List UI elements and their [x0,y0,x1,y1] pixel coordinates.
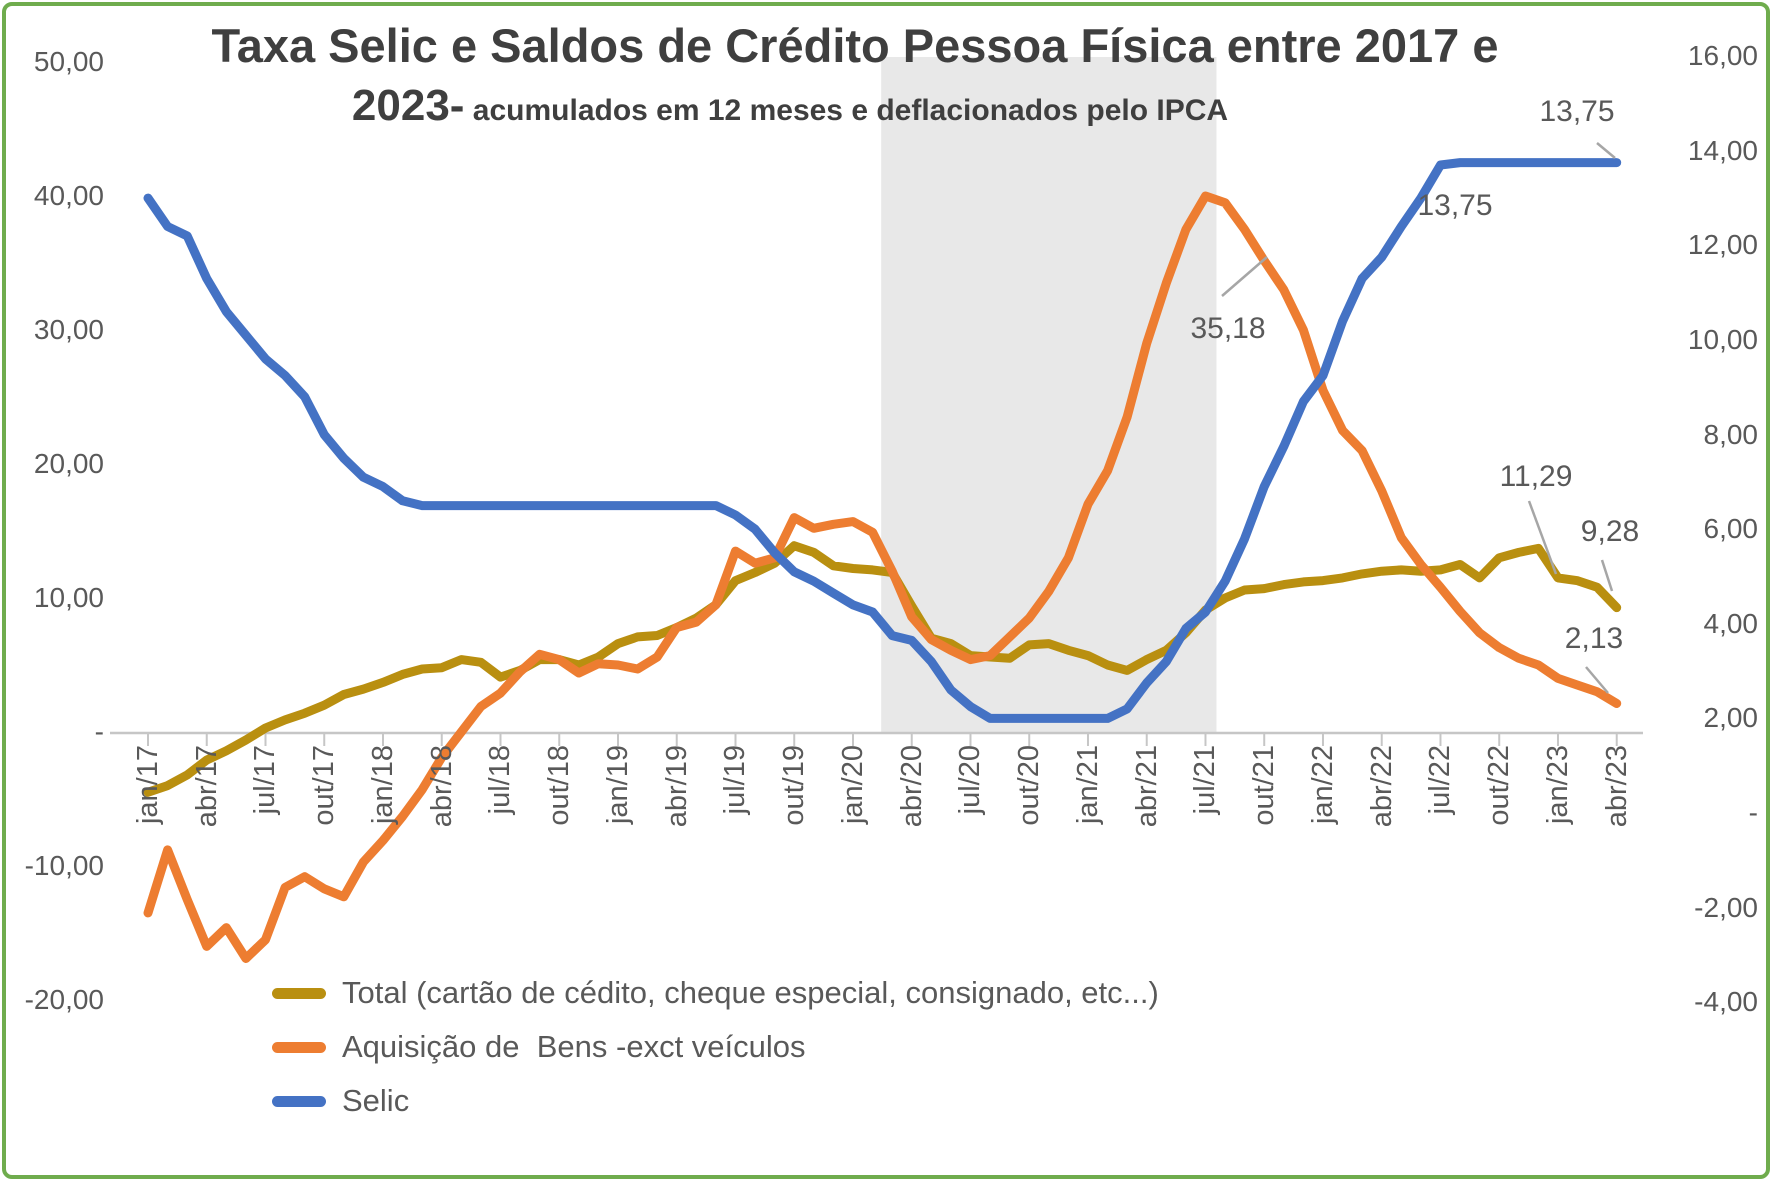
x-axis-label: jan/22 [1306,745,1339,825]
x-axis-label: abr/23 [1600,745,1633,828]
left-axis-label: 30,00 [33,314,104,345]
right-axis-label: 16,00 [1687,40,1758,72]
x-axis-label: out/19 [778,745,811,826]
left-axis-label: -20,00 [24,984,104,1015]
legend-item-aquisicao: Aquisição de Bens -exct veículos [272,1020,1159,1074]
shaded-band [881,57,1217,733]
right-axis-label: 2,00 [1703,702,1759,734]
right-axis-label: 4,00 [1703,607,1759,639]
data-label: 13,75 [1539,95,1615,128]
data-label-leader [1527,500,1558,575]
legend-label-aquisicao: Aquisição de Bens -exct veículos [342,1029,806,1064]
chart-subtitle-year: 2023- [351,81,465,130]
x-axis-label: jan/20 [836,745,869,825]
x-axis-label: out/21 [1248,745,1281,826]
x-axis-label: abr/17 [190,745,223,828]
series-line-total [143,541,1622,797]
series-line-aquisicao [143,191,1622,963]
x-axis-label: abr/19 [660,745,693,828]
left-axis-label: 50,00 [33,46,104,77]
chart-title: Taxa Selic e Saldos de Crédito Pessoa Fí… [211,19,1499,72]
aquisicao-line-swatch [272,1041,326,1053]
left-axis-label: 10,00 [33,582,104,613]
x-axis-label: abr/18 [425,745,458,828]
x-axis-label: jul/17 [249,745,282,815]
x-axis-label: out/18 [543,745,576,826]
x-axis-label: abr/21 [1130,745,1163,828]
legend: Total (cartão de cédito, cheque especial… [272,966,1159,1128]
x-axis-label: out/20 [1013,745,1046,826]
data-label: 2,13 [1564,622,1624,655]
selic-line-swatch [272,1095,326,1107]
data-label: 11,29 [1499,460,1573,493]
x-axis-label: jul/22 [1424,745,1457,815]
x-axis-label: jan/21 [1071,745,1104,825]
data-label-leader [1596,142,1616,159]
chart-subtitle: 2023- acumulados em 12 meses e deflacion… [90,81,1620,131]
x-axis-label: jul/18 [484,745,517,815]
legend-label-selic: Selic [342,1083,410,1118]
chart-title-block: Taxa Selic e Saldos de Crédito Pessoa Fí… [90,18,1620,131]
right-axis-label: -4,00 [1694,986,1758,1018]
left-axis-label: -10,00 [24,850,104,881]
chart-subtitle-text: acumulados em 12 meses e deflacionados p… [472,94,1229,127]
data-label-leader [1585,666,1609,694]
legend-label-total: Total (cartão de cédito, cheque especial… [342,975,1159,1010]
data-label: 9,28 [1580,515,1640,548]
x-axis-label: jan/19 [601,745,634,825]
x-axis-label: abr/20 [895,745,928,828]
right-axis-label: -2,00 [1694,891,1758,923]
x-axis-label: jan/18 [366,745,399,825]
x-axis-label: jul/19 [719,745,752,815]
data-label-leader [1600,559,1614,592]
right-axis-label: 6,00 [1703,513,1759,545]
legend-item-total: Total (cartão de cédito, cheque especial… [272,966,1159,1020]
series-line-selic [143,158,1622,723]
x-axis-label: jul/20 [954,745,987,815]
right-axis-label: 8,00 [1703,418,1759,450]
data-label-leader [1221,256,1268,297]
left-axis-label: 20,00 [33,448,104,479]
right-axis-label: 10,00 [1687,324,1758,355]
x-axis-label: abr/22 [1365,745,1398,828]
total-line-swatch [272,987,326,999]
x-axis-label: jan/17 [132,745,164,825]
x-axis-label: out/22 [1483,745,1516,826]
left-axis-label: - [94,716,104,747]
data-label: 35,18 [1190,312,1266,345]
left-axis-label: 40,00 [33,180,104,211]
x-axis-label: jan/23 [1541,745,1574,825]
legend-item-selic: Selic [272,1074,1159,1128]
data-label: 13,75 [1417,189,1493,222]
right-axis-label: 14,00 [1687,134,1758,166]
x-axis-label: jul/21 [1189,745,1222,815]
x-axis-label: out/17 [308,745,341,826]
right-axis-label: - [1748,797,1758,828]
right-axis-label: 12,00 [1687,229,1758,261]
